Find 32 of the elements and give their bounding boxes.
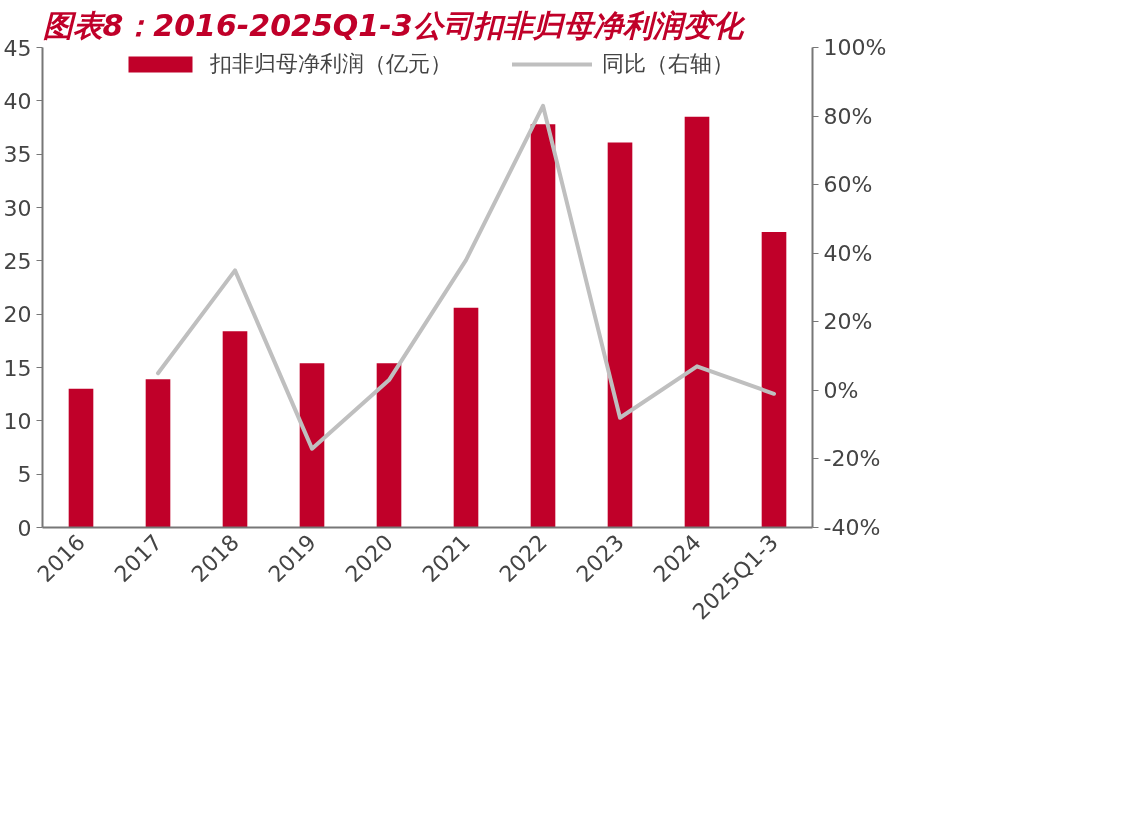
- bar: [684, 116, 710, 528]
- y-tick-label: 25: [3, 248, 32, 274]
- bar: [222, 331, 248, 528]
- y2-tick-label: 80%: [823, 103, 873, 129]
- bar: [376, 363, 402, 528]
- y-tick-label: 10: [3, 408, 32, 434]
- y-tick-label: 20: [3, 302, 32, 328]
- y2-tick-label: 40%: [823, 240, 873, 266]
- bar: [299, 363, 325, 528]
- y-tick-label: 30: [3, 195, 32, 221]
- bar: [530, 124, 556, 528]
- y-tick-label: 35: [3, 142, 32, 168]
- y-tick-label: 45: [3, 35, 32, 61]
- y2-tick-label: 0%: [823, 377, 859, 403]
- bar: [761, 232, 787, 528]
- y-tick-label: 5: [17, 462, 32, 488]
- legend-label: 同比（右轴）: [602, 50, 734, 78]
- bar: [145, 379, 171, 528]
- y2-tick-label: 20%: [823, 309, 873, 335]
- bar: [607, 142, 633, 528]
- bar: [453, 307, 479, 528]
- y2-tick-label: 60%: [823, 172, 873, 198]
- y-tick-label: 15: [3, 355, 32, 381]
- bar: [68, 388, 94, 528]
- legend-label: 扣非归母净利润（亿元）: [210, 50, 452, 78]
- line-series: [156, 103, 776, 451]
- y-tick-label: 0: [17, 515, 32, 541]
- y-tick-label: 40: [3, 88, 32, 114]
- y2-tick-label: -20%: [823, 446, 881, 472]
- chart-title: 图表8：2016-2025Q1-3公司扣非归母净利润变化: [42, 7, 746, 43]
- y2-tick-label: -40%: [823, 515, 881, 540]
- y2-tick-label: 100%: [823, 35, 887, 60]
